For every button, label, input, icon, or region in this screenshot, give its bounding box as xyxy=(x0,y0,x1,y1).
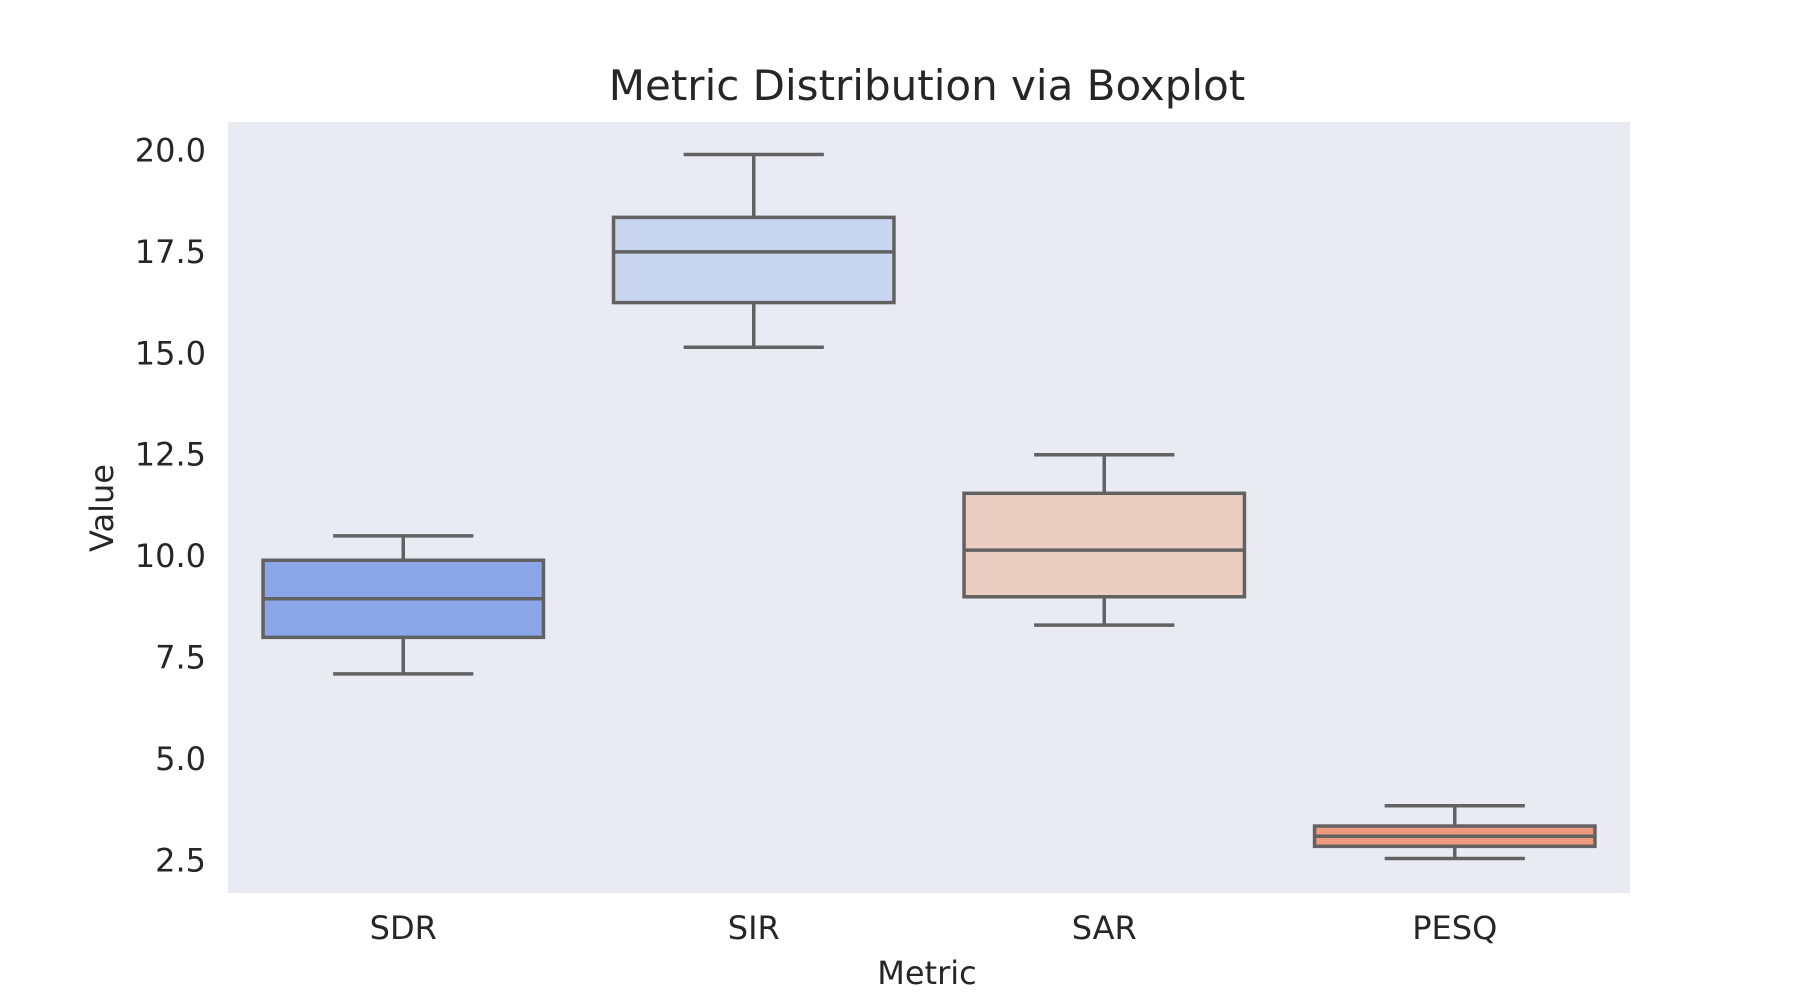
box-pesq xyxy=(1312,804,1597,861)
plot-area xyxy=(228,122,1630,893)
box-sir xyxy=(611,152,896,349)
y-tick-label: 15.0 xyxy=(135,334,206,372)
y-tick-label: 12.5 xyxy=(135,436,206,474)
x-tick-label: SDR xyxy=(370,909,437,947)
y-tick-label: 20.0 xyxy=(135,131,206,169)
y-tick-label: 7.5 xyxy=(155,639,206,677)
chart-title: Metric Distribution via Boxplot xyxy=(609,61,1245,110)
x-tick-label: PESQ xyxy=(1412,909,1497,947)
boxes-layer xyxy=(261,152,1597,861)
box-iqr xyxy=(962,491,1247,599)
y-axis-ticks: 2.5 5.0 7.5 10.0 12.5 15.0 17.5 20.0 xyxy=(135,131,206,879)
box-sdr xyxy=(261,534,546,676)
box-sar xyxy=(962,452,1247,627)
y-tick-label: 10.0 xyxy=(135,537,206,575)
y-tick-label: 5.0 xyxy=(155,740,206,778)
x-axis-ticks: SDR SIR SAR PESQ xyxy=(370,909,1498,947)
y-tick-label: 2.5 xyxy=(155,842,206,880)
y-axis-label: Value xyxy=(83,464,121,552)
x-axis-label: Metric xyxy=(877,954,976,992)
box-iqr xyxy=(611,215,896,305)
y-tick-label: 17.5 xyxy=(135,233,206,271)
x-tick-label: SAR xyxy=(1072,909,1137,947)
x-tick-label: SIR xyxy=(728,909,780,947)
